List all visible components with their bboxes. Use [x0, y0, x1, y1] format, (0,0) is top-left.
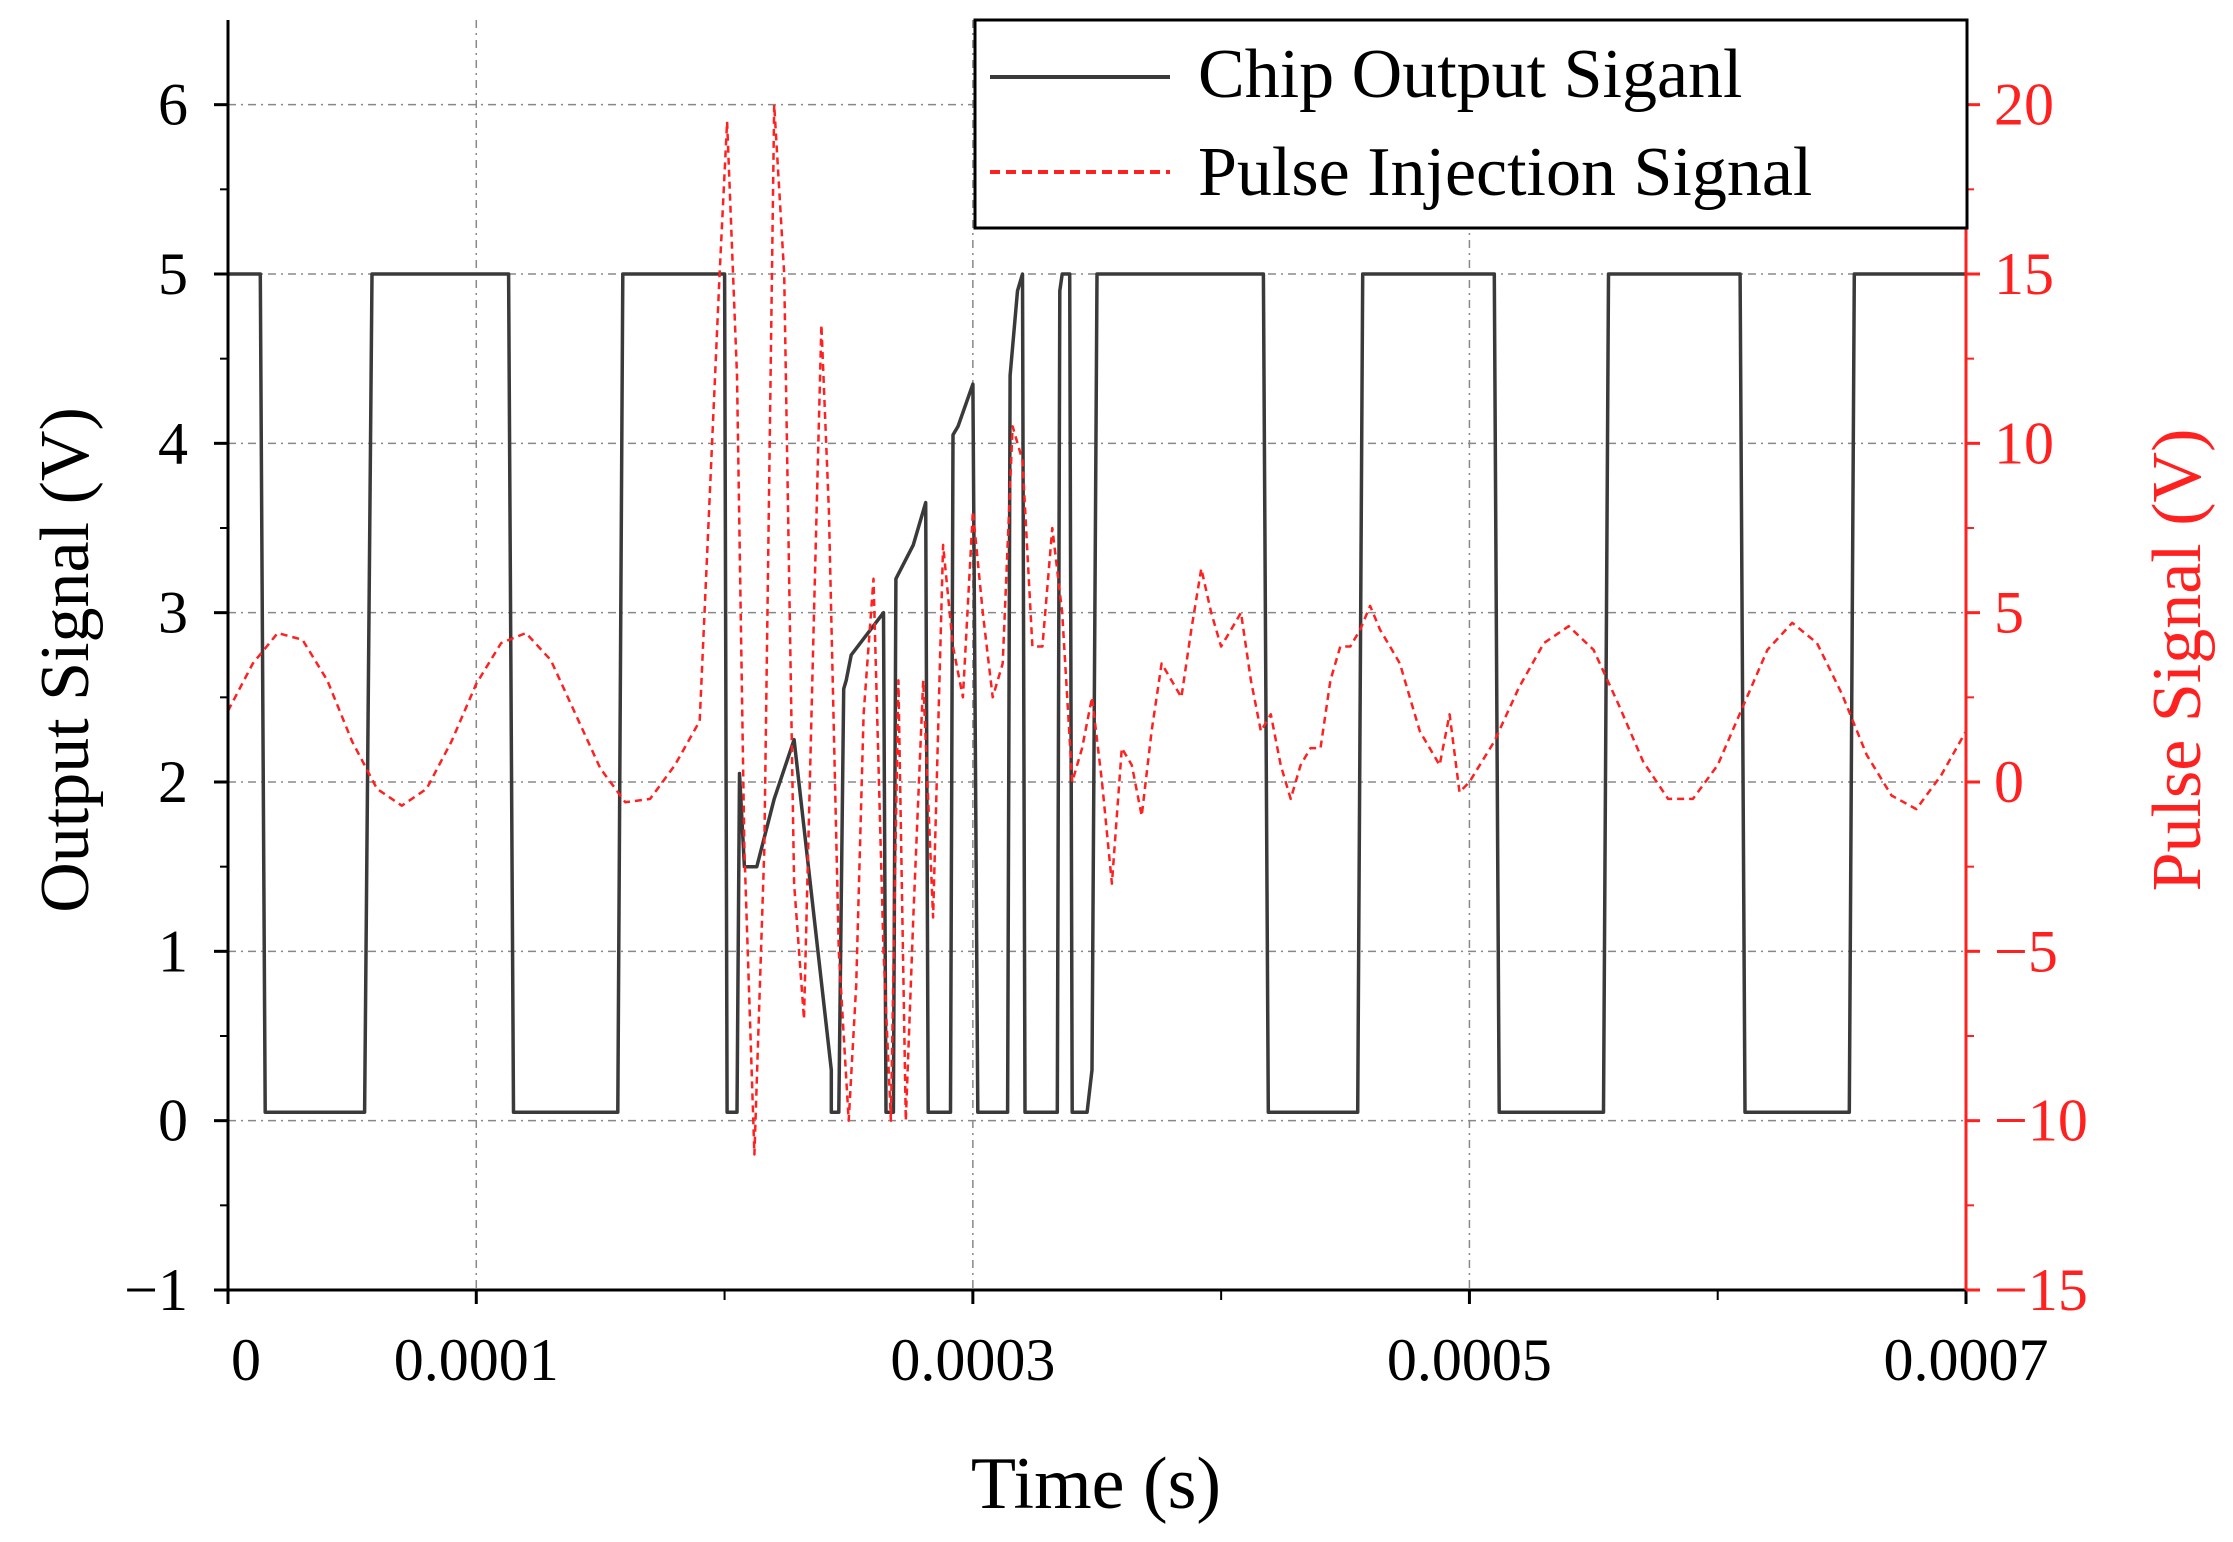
series-layer: [226, 103, 1968, 1156]
series-line-output: [228, 272, 1966, 1114]
y-right-tick-label: −15: [1994, 1257, 2088, 1323]
y-left-tick-label: 0: [158, 1088, 188, 1154]
y-left-tick-label: 1: [158, 918, 188, 984]
y-left-tick-label: 6: [158, 72, 188, 138]
series-line-pulse: [226, 103, 1968, 1156]
y-right-tick-label: 10: [1994, 410, 2054, 476]
y-right-axis-title: Pulse Signal (V): [2139, 429, 2216, 892]
x-tick-label: 0.0001: [394, 1327, 559, 1393]
y-right-tick-label: 20: [1994, 72, 2054, 138]
y-left-tick-label: −1: [124, 1257, 188, 1323]
x-tick-label: 0.0007: [1884, 1327, 2049, 1393]
axes-layer: 0 0.0001 0.0003 0.0005 0.0007−10123456−15−10…: [124, 20, 2088, 1393]
y-left-axis-title: Output Signal (V): [27, 407, 104, 913]
legend-label-pulse: Pulse Injection Signal: [1198, 134, 1812, 211]
y-left-tick-label: 2: [158, 749, 188, 815]
legend-box: [973, 18, 1969, 230]
x-tick-label: 0: [231, 1327, 261, 1393]
y-left-tick-label: 4: [158, 410, 188, 476]
y-left-tick-label: 3: [158, 580, 188, 646]
y-right-tick-label: 5: [1994, 580, 2024, 646]
grid-layer: [228, 20, 1966, 1290]
y-right-tick-label: −5: [1994, 918, 2058, 984]
legend-label-output: Chip Output Siganl: [1198, 36, 1742, 113]
x-tick-label: 0.0005: [1387, 1327, 1552, 1393]
legend: Chip Output Siganl Pulse Injection Signa…: [973, 18, 1969, 230]
x-axis-title: Time (s): [971, 1443, 1221, 1525]
y-left-tick-label: 5: [158, 241, 188, 307]
y-right-tick-label: 15: [1994, 241, 2054, 307]
y-right-tick-label: −10: [1994, 1088, 2088, 1154]
y-right-tick-label: 0: [1994, 749, 2024, 815]
x-tick-label: 0.0003: [890, 1327, 1055, 1393]
